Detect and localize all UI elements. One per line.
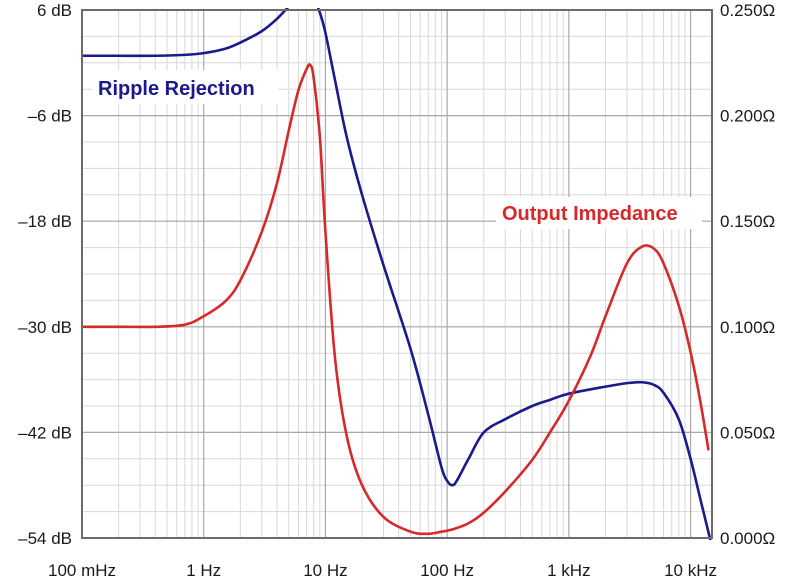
x-tick-label: 10 Hz [303, 561, 347, 580]
major-gridlines [82, 10, 712, 538]
x-tick-label: 1 Hz [186, 561, 221, 580]
left-axis-ticks: 6 dB –6 dB –18 dB –30 dB –42 dB –54 dB [18, 1, 72, 548]
right-axis-ticks: 0.250Ω 0.200Ω 0.150Ω 0.100Ω 0.050Ω 0.000Ω [720, 1, 775, 548]
impedance-label-backdrop [496, 197, 702, 229]
ripple-label-backdrop [92, 70, 278, 104]
left-y-tick-label: –6 dB [28, 107, 72, 126]
series-lines [82, 8, 712, 540]
x-axis-ticks: 100 mHz 1 Hz 10 Hz 100 Hz 1 kHz 10 kHz [48, 561, 717, 580]
right-y-tick-label: 0.150Ω [720, 212, 775, 231]
right-y-tick-label: 0.000Ω [720, 529, 775, 548]
right-y-tick-label: 0.250Ω [720, 1, 775, 20]
left-y-tick-label: 6 dB [37, 1, 72, 20]
x-tick-label: 10 kHz [664, 561, 717, 580]
x-tick-label: 100 Hz [420, 561, 474, 580]
left-y-tick-label: –42 dB [18, 423, 72, 442]
right-y-tick-label: 0.050Ω [720, 423, 775, 442]
x-tick-label: 1 kHz [547, 561, 590, 580]
left-y-tick-label: –30 dB [18, 318, 72, 337]
left-y-tick-label: –54 dB [18, 529, 72, 548]
x-tick-label: 100 mHz [48, 561, 116, 580]
series-label-output-impedance: Output Impedance [502, 203, 678, 225]
series-line-output-impedance [82, 63, 710, 536]
right-y-tick-label: 0.100Ω [720, 318, 775, 337]
right-y-tick-label: 0.200Ω [720, 107, 775, 126]
series-line-ripple-rejection [82, 8, 712, 540]
left-y-tick-label: –18 dB [18, 212, 72, 231]
series-label-ripple-rejection: Ripple Rejection [98, 78, 255, 100]
plot-frame [81, 9, 713, 539]
